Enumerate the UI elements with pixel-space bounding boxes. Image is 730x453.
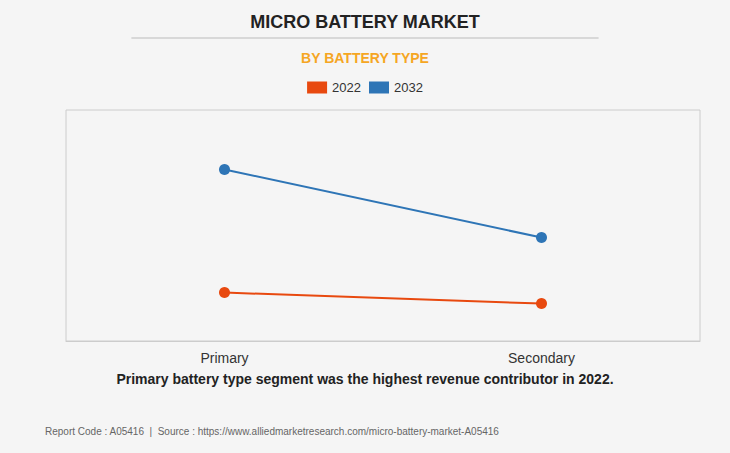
- svg-text:2022: 2022: [332, 80, 361, 95]
- svg-text:Primary: Primary: [200, 350, 248, 366]
- svg-text:Report Code : A05416 | Sourc: Report Code : A05416 | Source : https://…: [45, 426, 499, 437]
- svg-text:Secondary: Secondary: [508, 350, 575, 366]
- svg-text:BY BATTERY TYPE: BY BATTERY TYPE: [301, 50, 429, 66]
- svg-text:Primary battery type segment w: Primary battery type segment was the hig…: [116, 371, 613, 387]
- svg-text:MICRO BATTERY MARKET: MICRO BATTERY MARKET: [250, 12, 480, 32]
- svg-text:2032: 2032: [394, 80, 423, 95]
